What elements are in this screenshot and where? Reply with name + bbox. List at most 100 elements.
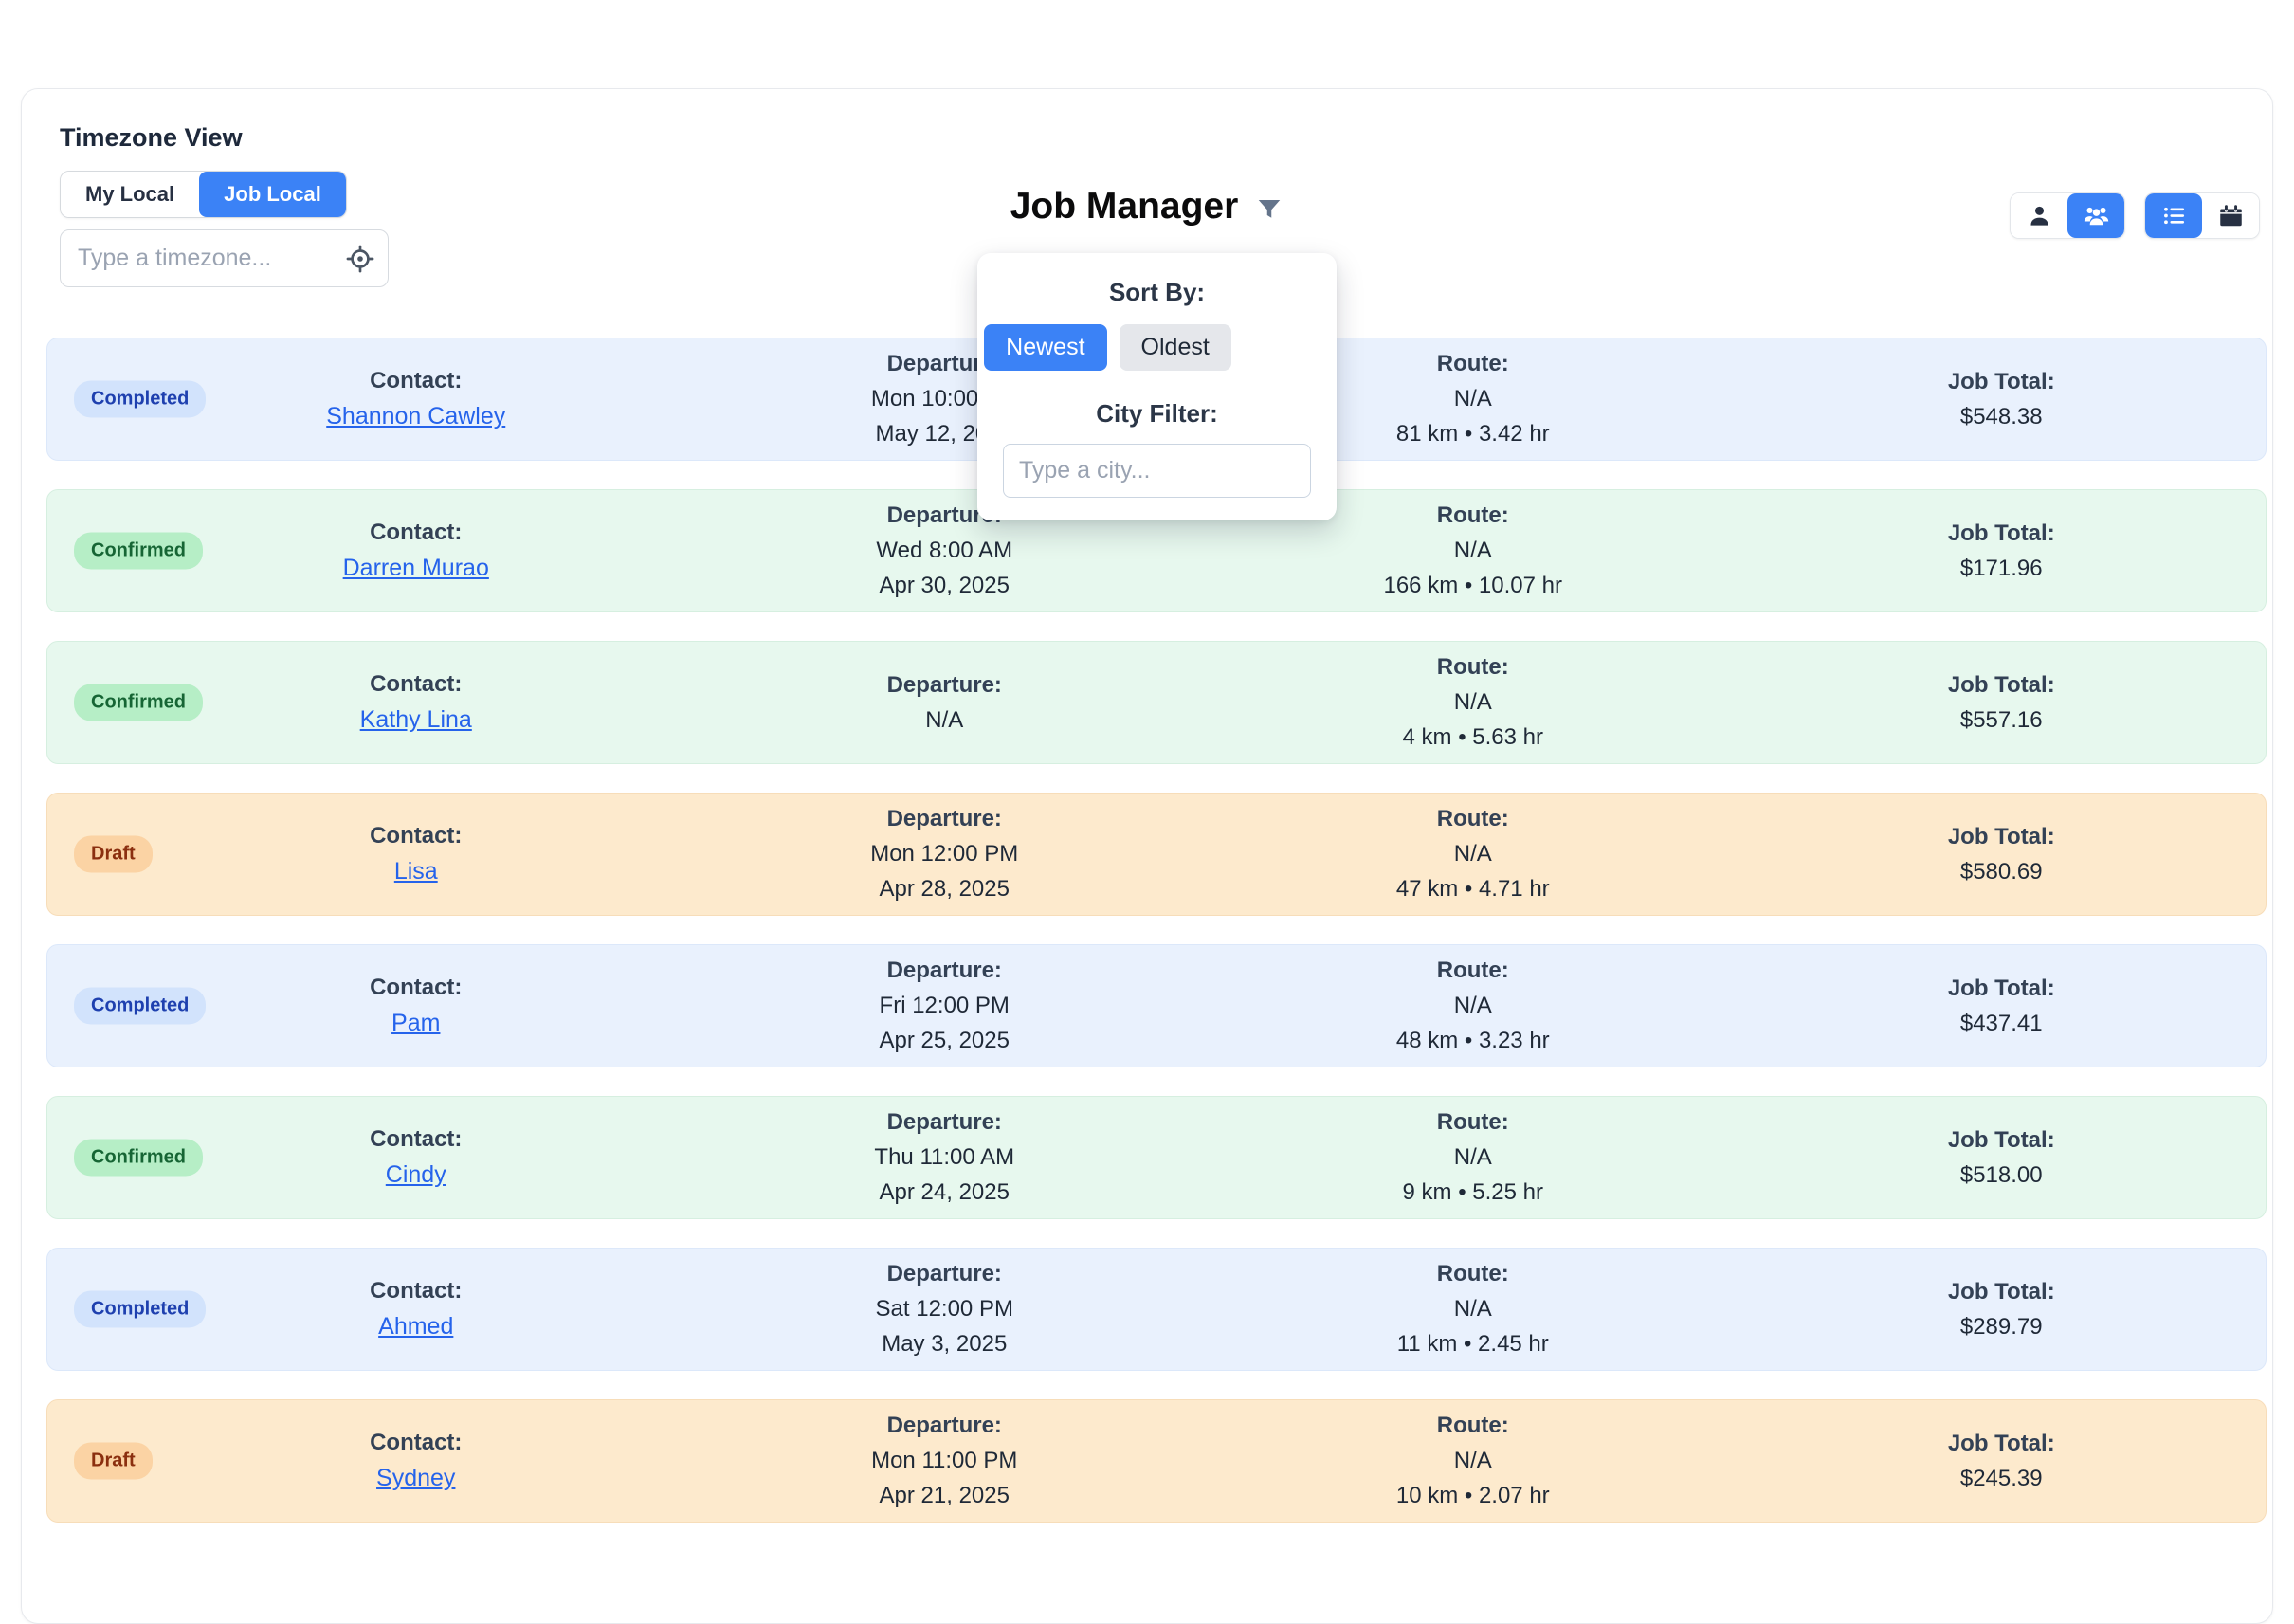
- contact-cell: Contact: Lisa: [152, 823, 681, 885]
- locate-crosshair-icon[interactable]: [345, 244, 375, 274]
- status-badge: Completed: [74, 988, 206, 1025]
- departure-date: Apr 25, 2025: [681, 1028, 1210, 1054]
- job-total-value: $245.39: [1738, 1466, 2267, 1492]
- contact-link[interactable]: Lisa: [394, 858, 438, 885]
- route-detail: 9 km • 5.25 hr: [1209, 1179, 1738, 1206]
- status-badge: Confirmed: [74, 684, 203, 721]
- job-total-label: Job Total:: [1738, 1431, 2267, 1457]
- contact-label: Contact:: [152, 1126, 681, 1153]
- departure-label: Departure:: [681, 958, 1210, 984]
- job-total-value: $171.96: [1738, 556, 2267, 582]
- route-cell: Route: N/A 4 km • 5.63 hr: [1209, 654, 1738, 751]
- job-row: Completed Contact: Ahmed Departure: Sat …: [46, 1248, 2267, 1371]
- contact-link[interactable]: Sydney: [376, 1465, 455, 1491]
- contact-link[interactable]: Shannon Cawley: [326, 403, 505, 429]
- contact-label: Contact:: [152, 823, 681, 849]
- route-value: N/A: [1209, 538, 1738, 564]
- route-label: Route:: [1209, 1261, 1738, 1287]
- departure-time: Fri 12:00 PM: [681, 993, 1210, 1019]
- departure-date: Apr 21, 2025: [681, 1483, 1210, 1509]
- person-icon: [2027, 203, 2052, 228]
- funnel-filter-icon[interactable]: [1255, 195, 1284, 224]
- timezone-search-wrap: [60, 229, 389, 287]
- contact-cell: Contact: Kathy Lina: [152, 671, 681, 734]
- route-label: Route:: [1209, 958, 1738, 984]
- person-people-toggle-group: [2010, 192, 2125, 239]
- team-view-button[interactable]: [2067, 193, 2124, 238]
- departure-time: N/A: [681, 707, 1210, 734]
- page-title: Job Manager: [1010, 186, 1239, 228]
- route-value: N/A: [1209, 1144, 1738, 1171]
- list-calendar-toggle-group: [2144, 192, 2260, 239]
- job-total-cell: Job Total: $289.79: [1738, 1279, 2267, 1341]
- route-value: N/A: [1209, 689, 1738, 716]
- departure-date: May 3, 2025: [681, 1331, 1210, 1358]
- route-cell: Route: N/A 47 km • 4.71 hr: [1209, 806, 1738, 903]
- route-cell: Route: N/A 11 km • 2.45 hr: [1209, 1261, 1738, 1358]
- contact-link[interactable]: Darren Murao: [343, 555, 489, 581]
- job-total-label: Job Total:: [1738, 1127, 2267, 1154]
- single-person-view-button[interactable]: [2011, 193, 2067, 238]
- contact-cell: Contact: Darren Murao: [152, 520, 681, 582]
- job-total-value: $289.79: [1738, 1314, 2267, 1341]
- job-total-label: Job Total:: [1738, 824, 2267, 850]
- departure-date: Apr 24, 2025: [681, 1179, 1210, 1206]
- departure-label: Departure:: [681, 806, 1210, 832]
- job-total-value: $437.41: [1738, 1011, 2267, 1037]
- route-value: N/A: [1209, 841, 1738, 867]
- job-total-label: Job Total:: [1738, 369, 2267, 395]
- job-total-label: Job Total:: [1738, 976, 2267, 1002]
- contact-link[interactable]: Kathy Lina: [360, 706, 472, 733]
- status-badge: Draft: [74, 836, 153, 873]
- sort-buttons: Newest Oldest: [928, 324, 1287, 371]
- people-icon: [2083, 202, 2110, 229]
- contact-cell: Contact: Cindy: [152, 1126, 681, 1189]
- contact-link[interactable]: Cindy: [386, 1161, 446, 1188]
- route-detail: 10 km • 2.07 hr: [1209, 1483, 1738, 1509]
- job-total-cell: Job Total: $580.69: [1738, 824, 2267, 885]
- list-view-button[interactable]: [2145, 193, 2202, 238]
- job-total-cell: Job Total: $557.16: [1738, 672, 2267, 734]
- job-total-value: $518.00: [1738, 1162, 2267, 1189]
- job-total-cell: Job Total: $518.00: [1738, 1127, 2267, 1189]
- contact-cell: Contact: Ahmed: [152, 1278, 681, 1341]
- departure-cell: Departure: Fri 12:00 PM Apr 25, 2025: [681, 958, 1210, 1054]
- route-detail: 4 km • 5.63 hr: [1209, 724, 1738, 751]
- route-detail: 166 km • 10.07 hr: [1209, 573, 1738, 599]
- route-label: Route:: [1209, 1109, 1738, 1136]
- departure-label: Departure:: [681, 1261, 1210, 1287]
- sort-oldest-button[interactable]: Oldest: [1120, 324, 1231, 371]
- contact-label: Contact:: [152, 368, 681, 394]
- departure-time: Mon 12:00 PM: [681, 841, 1210, 867]
- route-detail: 48 km • 3.23 hr: [1209, 1028, 1738, 1054]
- departure-cell: Departure: Sat 12:00 PM May 3, 2025: [681, 1261, 1210, 1358]
- contact-link[interactable]: Ahmed: [378, 1313, 453, 1340]
- status-badge: Confirmed: [74, 1140, 203, 1177]
- sort-by-label: Sort By:: [977, 278, 1337, 307]
- job-total-value: $557.16: [1738, 707, 2267, 734]
- job-total-label: Job Total:: [1738, 520, 2267, 547]
- route-detail: 11 km • 2.45 hr: [1209, 1331, 1738, 1358]
- route-value: N/A: [1209, 1296, 1738, 1323]
- departure-time: Mon 11:00 PM: [681, 1448, 1210, 1474]
- contact-link[interactable]: Pam: [391, 1010, 440, 1036]
- route-cell: Route: N/A 48 km • 3.23 hr: [1209, 958, 1738, 1054]
- contact-label: Contact:: [152, 520, 681, 546]
- city-filter-label: City Filter:: [977, 399, 1337, 429]
- contact-cell: Contact: Sydney: [152, 1430, 681, 1492]
- list-icon: [2161, 203, 2187, 228]
- route-label: Route:: [1209, 806, 1738, 832]
- timezone-input[interactable]: [60, 229, 389, 287]
- sort-newest-button[interactable]: Newest: [984, 324, 1106, 371]
- departure-label: Departure:: [681, 672, 1210, 699]
- route-label: Route:: [1209, 654, 1738, 681]
- job-row: Confirmed Contact: Cindy Departure: Thu …: [46, 1096, 2267, 1219]
- departure-cell: Departure: Mon 11:00 PM Apr 21, 2025: [681, 1413, 1210, 1509]
- status-badge: Completed: [74, 1291, 206, 1328]
- contact-label: Contact:: [152, 671, 681, 698]
- departure-time: Thu 11:00 AM: [681, 1144, 1210, 1171]
- city-filter-input[interactable]: [1003, 444, 1311, 498]
- departure-time: Wed 8:00 AM: [681, 538, 1210, 564]
- calendar-view-button[interactable]: [2202, 193, 2259, 238]
- job-total-cell: Job Total: $548.38: [1738, 369, 2267, 430]
